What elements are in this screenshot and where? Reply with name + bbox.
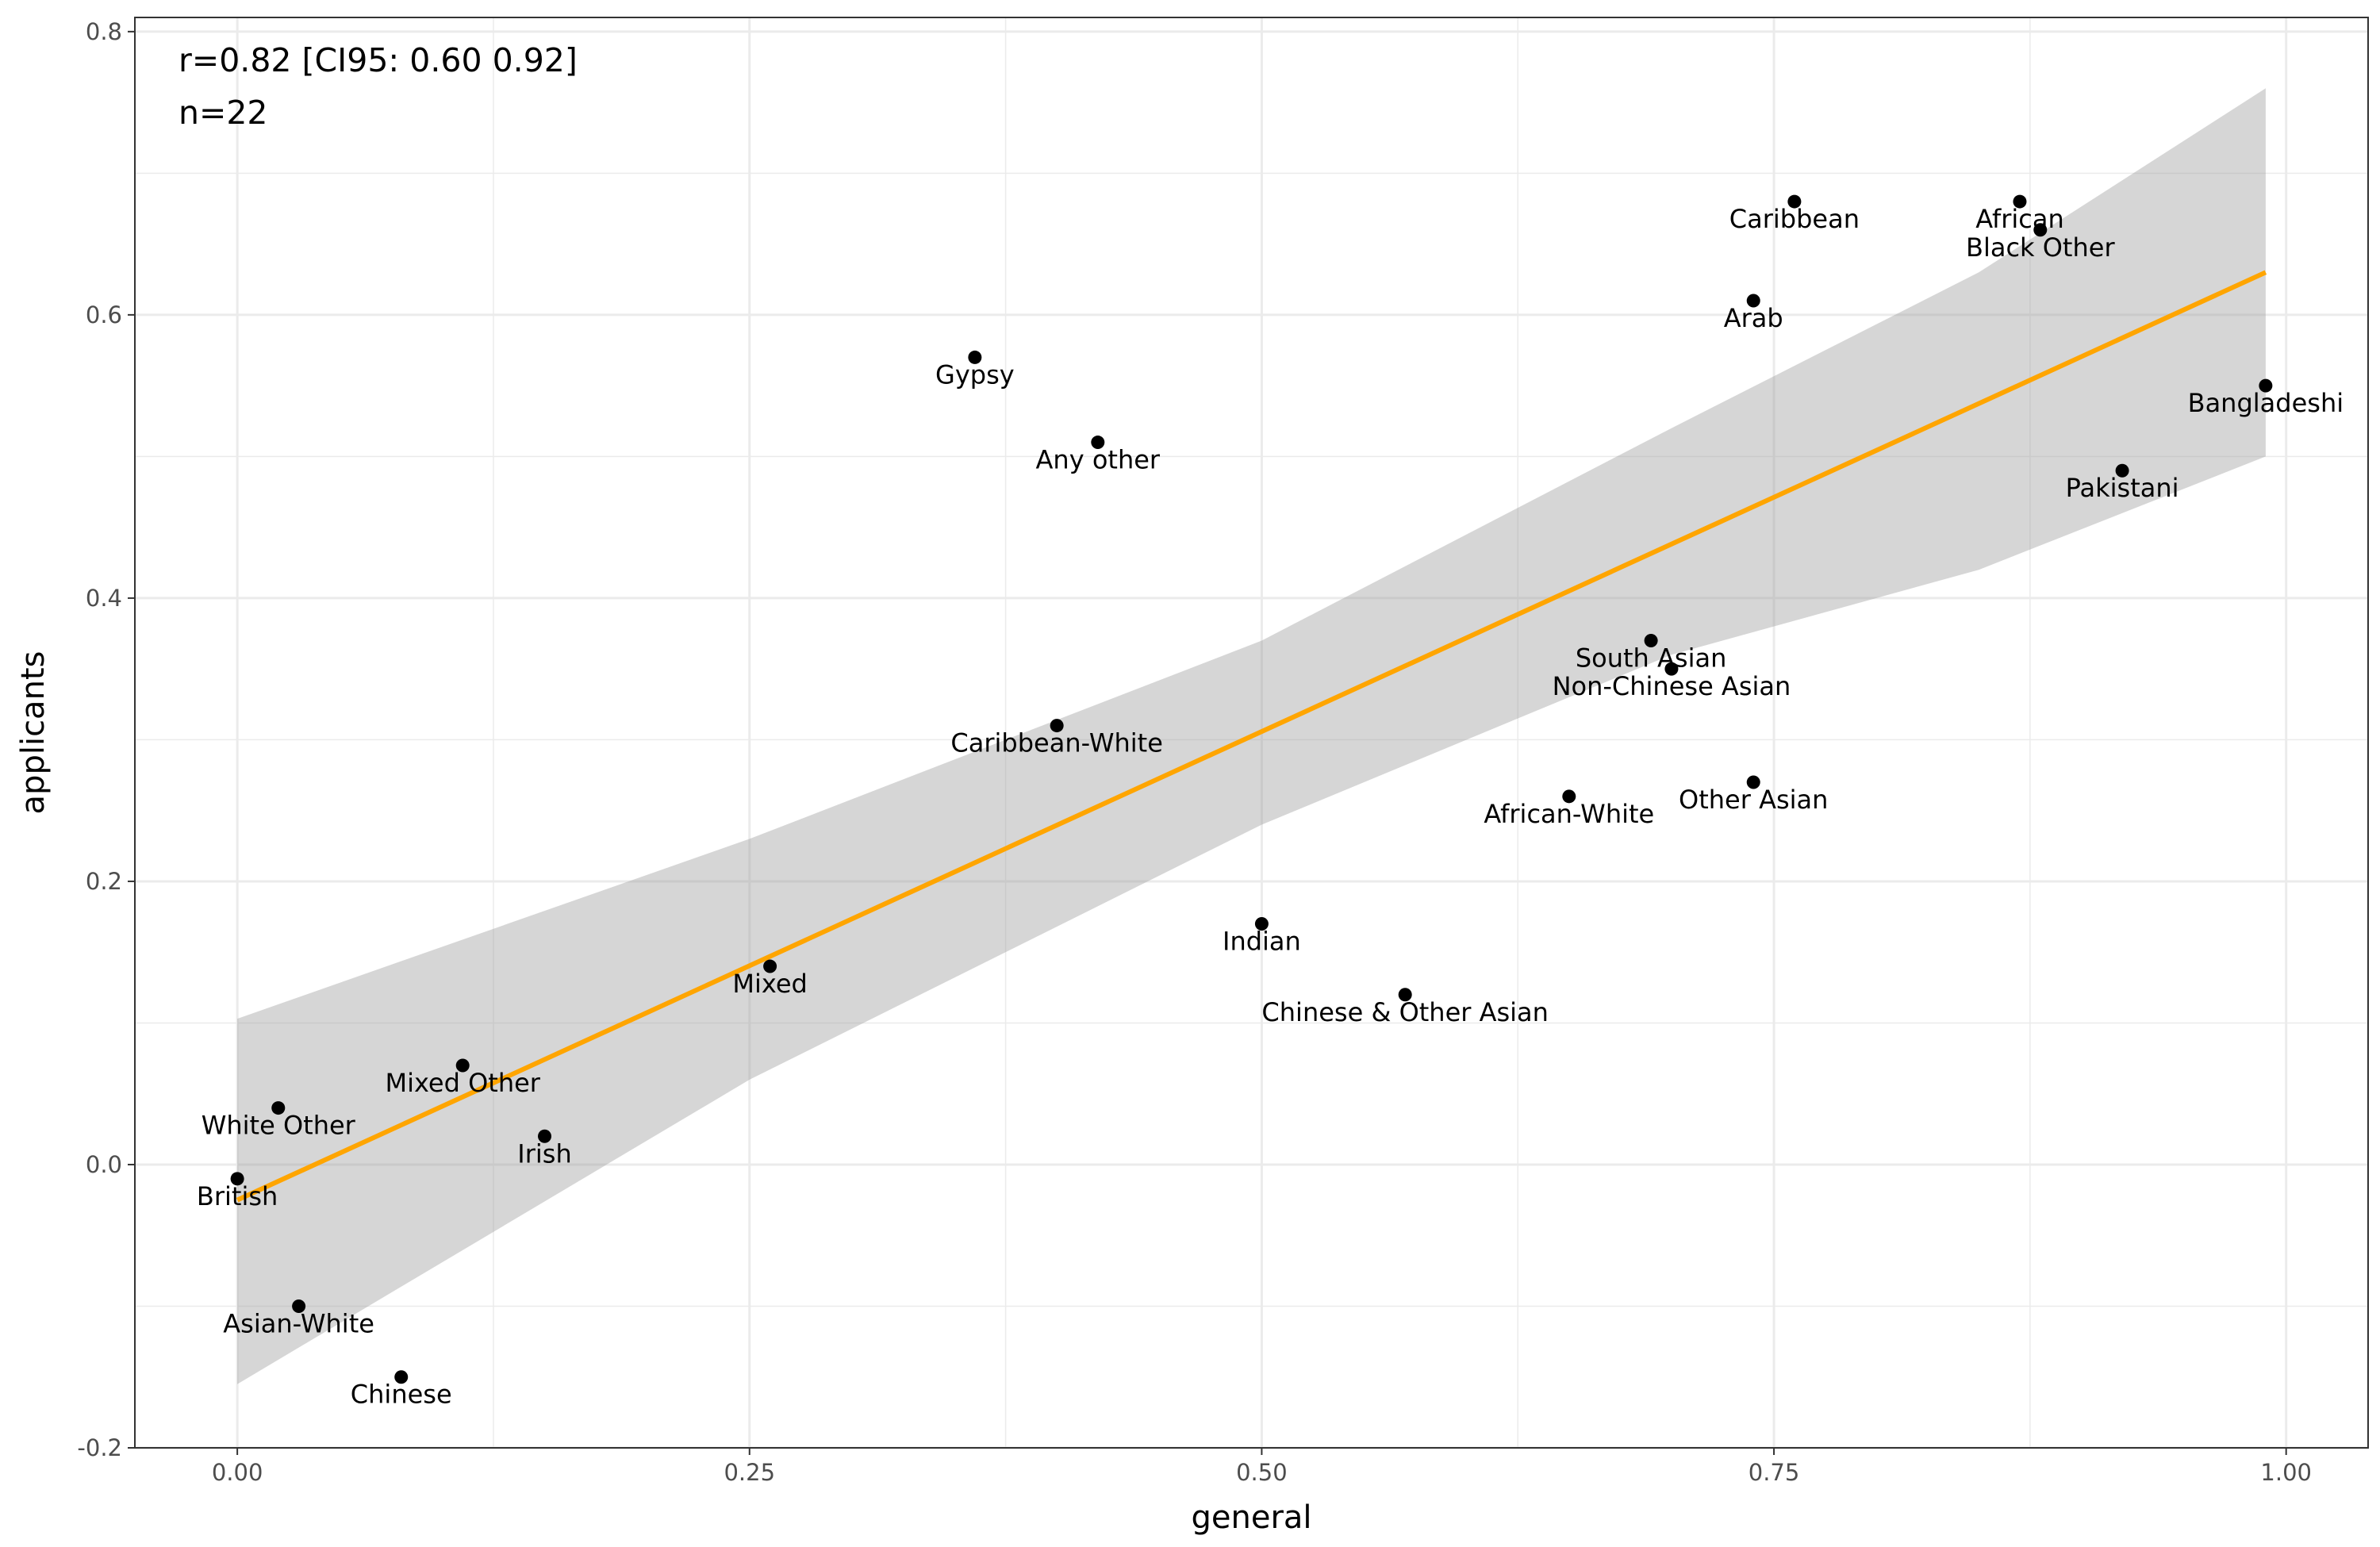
- point-white-other: [271, 1101, 286, 1115]
- y-tick-label-5: 0.8: [86, 18, 122, 45]
- point-label-caribbean-white: Caribbean-White: [950, 728, 1163, 758]
- point-caribbean-white: [1050, 719, 1064, 733]
- point-label-mixed-other: Mixed Other: [385, 1068, 540, 1098]
- y-tick-label-3: 0.4: [86, 585, 122, 612]
- point-label-chinese: Chinese: [351, 1380, 452, 1410]
- point-label-african: African: [1975, 204, 2064, 234]
- sample-size-annotation: n=22: [178, 94, 268, 132]
- point-african: [2013, 194, 2027, 209]
- point-bangladeshi: [2259, 378, 2273, 393]
- point-mixed-other: [455, 1058, 470, 1073]
- point-any-other: [1091, 436, 1105, 450]
- point-non-chinese-asian: [1664, 662, 1679, 676]
- point-label-non-chinese-asian: Non-Chinese Asian: [1553, 671, 1791, 701]
- y-axis-title: applicants: [15, 651, 52, 815]
- point-label-british: British: [197, 1181, 278, 1211]
- point-black-other: [2033, 223, 2048, 237]
- point-label-asian-white: Asian-White: [223, 1308, 374, 1338]
- x-tick-label-2: 0.50: [1236, 1459, 1288, 1486]
- x-tick-label-3: 0.75: [1749, 1459, 1800, 1486]
- point-label-pakistani: Pakistani: [2066, 473, 2179, 503]
- y-tick-label-0: -0.2: [77, 1434, 122, 1461]
- point-other-asian: [1746, 775, 1760, 789]
- point-label-arab: Arab: [1724, 303, 1783, 333]
- point-label-south-asian: South Asian: [1576, 643, 1727, 673]
- fit-line: [236, 270, 2267, 1203]
- point-label-white-other: White Other: [202, 1111, 356, 1141]
- panel-border: [134, 17, 2369, 1449]
- point-label-african-white: African-White: [1484, 799, 1654, 829]
- point-asian-white: [292, 1299, 306, 1313]
- point-african-white: [1562, 789, 1576, 804]
- point-pakistani: [2115, 463, 2129, 478]
- point-label-mixed: Mixed: [732, 969, 807, 999]
- point-label-bangladeshi: Bangladeshi: [2188, 388, 2344, 418]
- point-mixed: [763, 959, 777, 973]
- y-tick-label-2: 0.2: [86, 868, 122, 895]
- point-chinese: [394, 1370, 409, 1384]
- x-tick-label-4: 1.00: [2260, 1459, 2312, 1486]
- point-indian: [1254, 916, 1269, 931]
- point-caribbean: [1787, 194, 1802, 209]
- y-tick-label-1: 0.0: [86, 1151, 122, 1178]
- point-label-other-asian: Other Asian: [1679, 785, 1828, 815]
- point-label-caribbean: Caribbean: [1729, 204, 1860, 234]
- points-layer: [230, 194, 2273, 1384]
- fit-line-layer: [236, 270, 2267, 1203]
- x-axis-title: general: [1191, 1499, 1311, 1536]
- point-south-asian: [1644, 633, 1658, 647]
- y-tick-label-4: 0.6: [86, 301, 122, 328]
- correlation-annotation: r=0.82 [CI95: 0.60 0.92]: [178, 41, 578, 79]
- point-gypsy: [968, 350, 982, 364]
- grid-lines: [135, 17, 2368, 1449]
- point-label-any-other: Any other: [1036, 445, 1161, 475]
- point-label-irish: Irish: [517, 1138, 571, 1169]
- point-label-black-other: Black Other: [1966, 232, 2115, 263]
- point-british: [230, 1172, 244, 1186]
- x-tick-label-0: 0.00: [212, 1459, 263, 1486]
- point-arab: [1746, 294, 1760, 308]
- axis-ticks: 0.00 0.25 0.50 0.75 1.00 -0.2 0.0 0.2 0.4 0.6 0.8: [77, 18, 2312, 1486]
- point-chinese-other-asian: [1398, 988, 1412, 1002]
- point-label-gypsy: Gypsy: [935, 359, 1015, 390]
- x-tick-label-1: 0.25: [724, 1459, 775, 1486]
- point-label-chinese-other-asian: Chinese & Other Asian: [1261, 997, 1549, 1027]
- point-label-indian: Indian: [1223, 926, 1301, 956]
- point-irish: [538, 1129, 552, 1143]
